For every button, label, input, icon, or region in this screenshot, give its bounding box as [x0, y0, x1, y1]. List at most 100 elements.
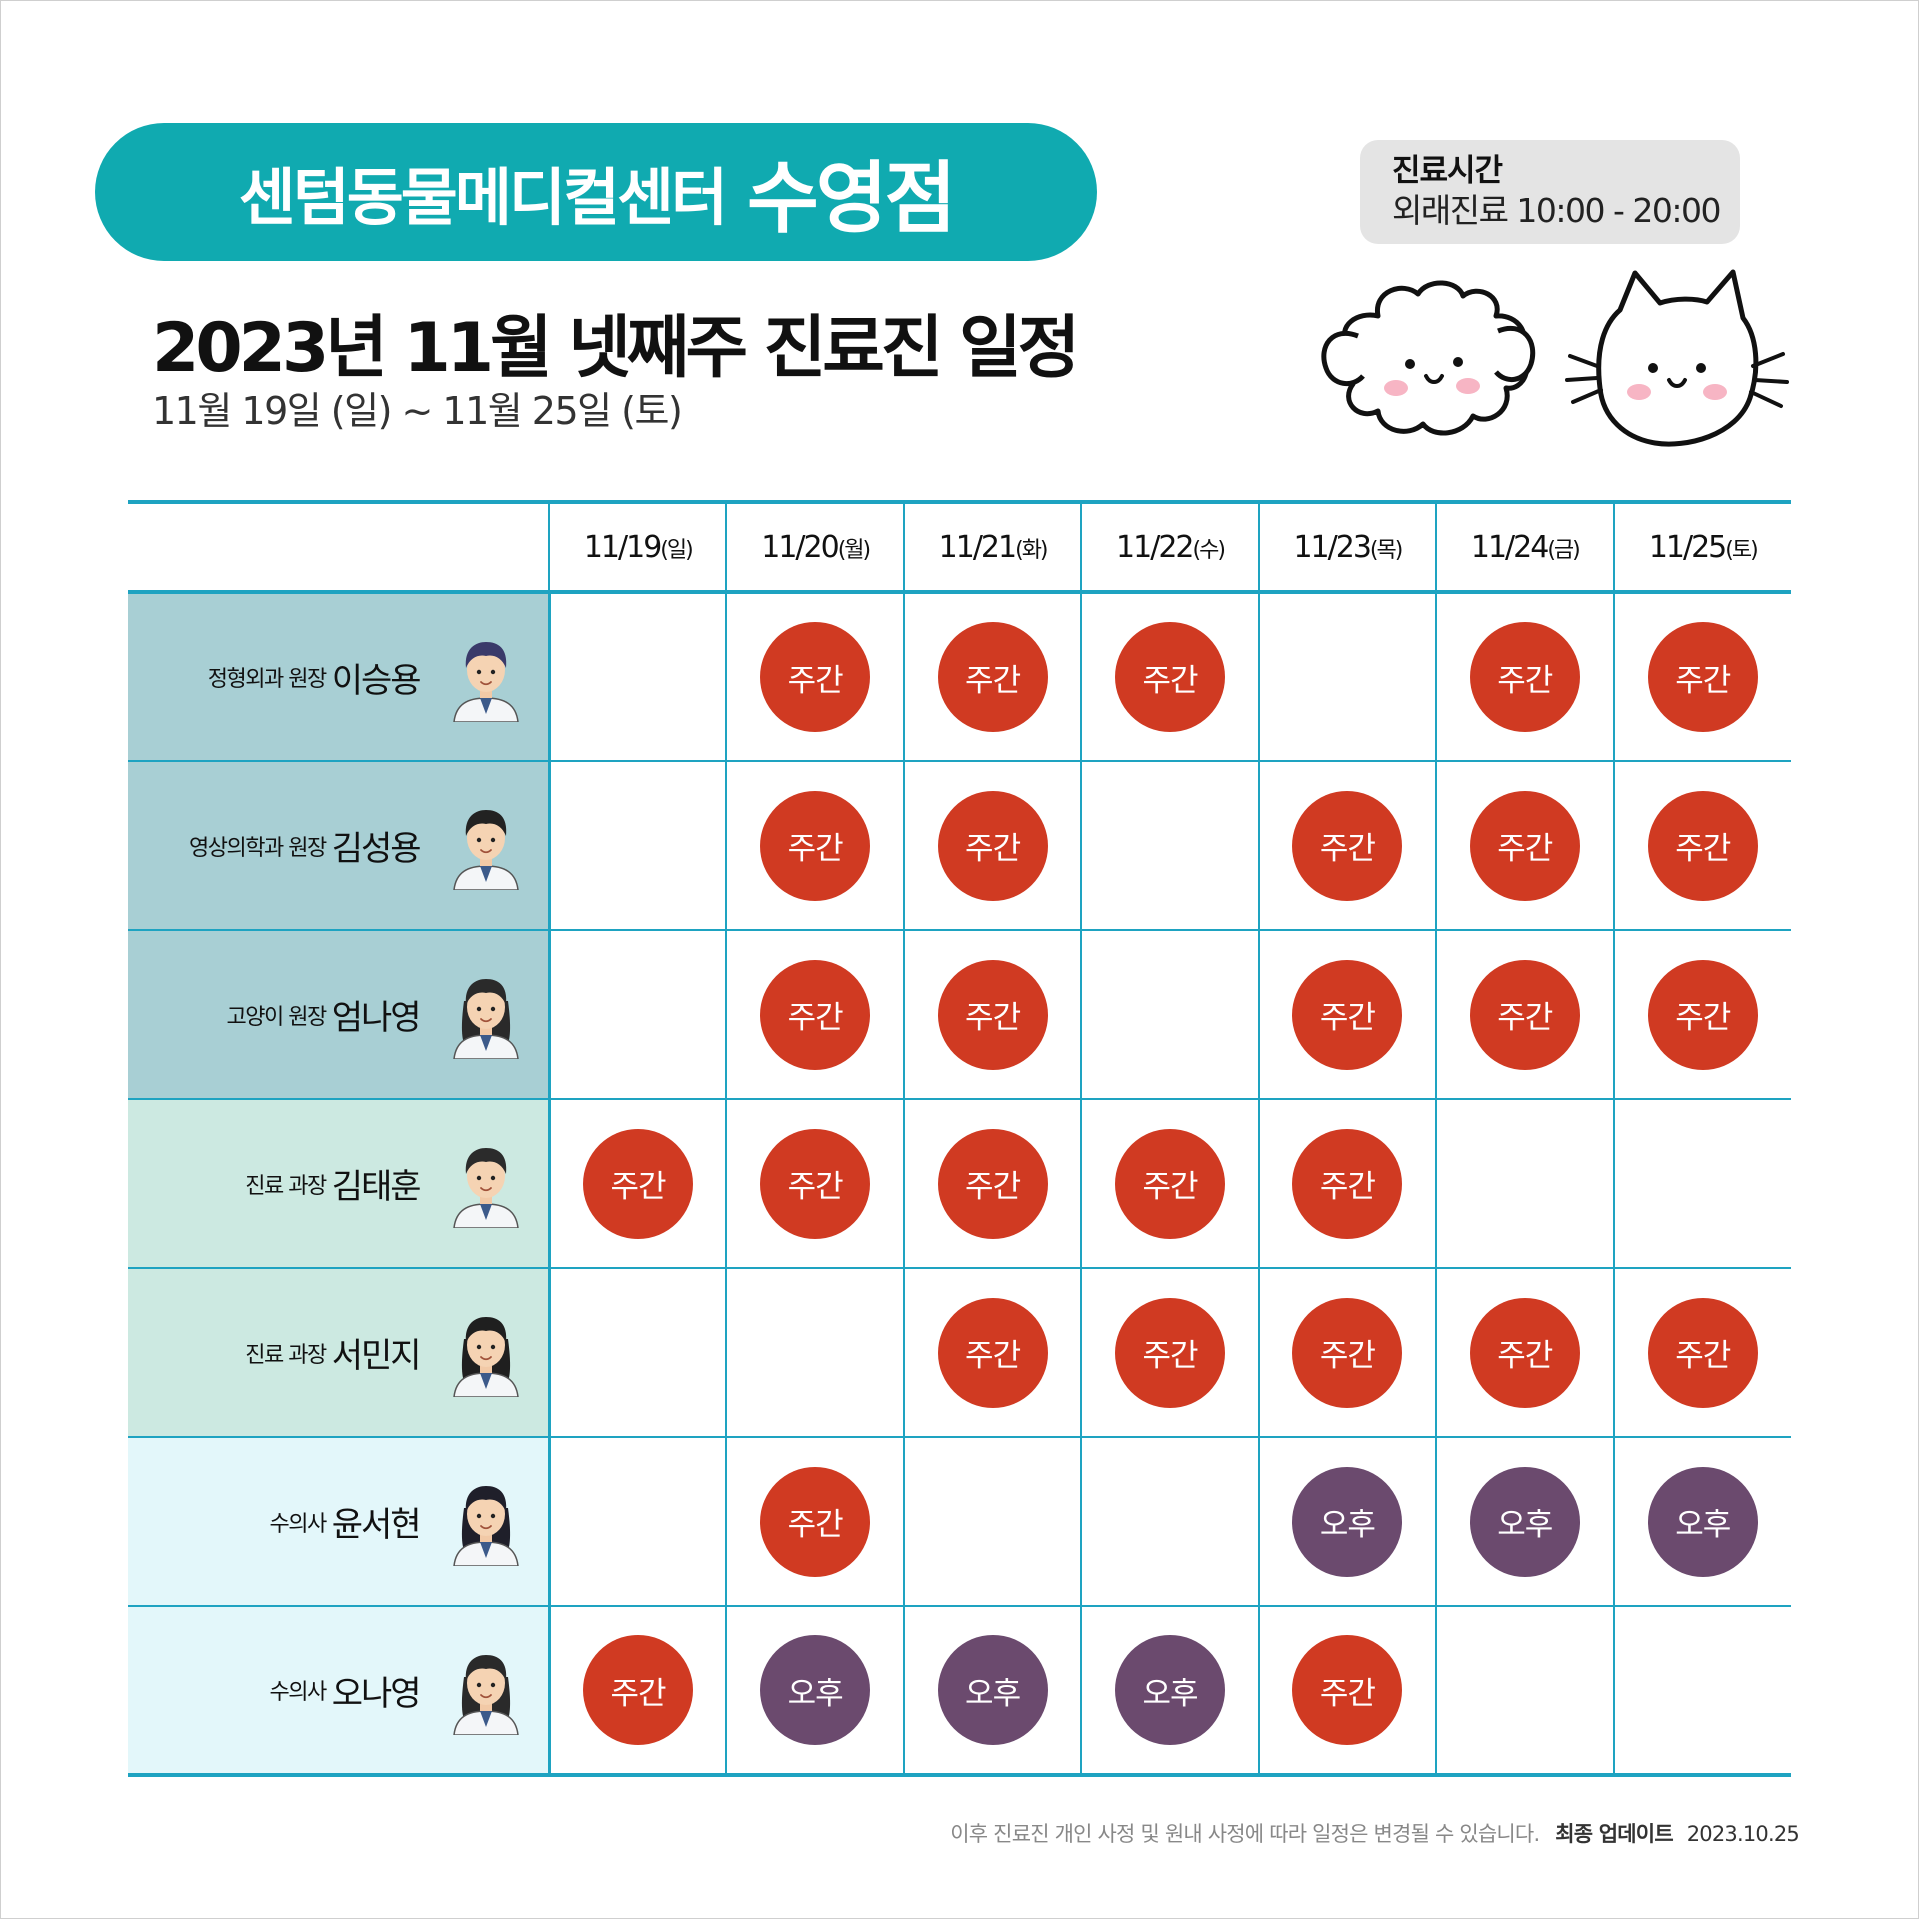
schedule-cell: 오후 — [1612, 1437, 1791, 1607]
schedule-cell: 오후 — [902, 1606, 1082, 1777]
day-of-week: (화) — [1015, 537, 1048, 563]
doctor-role: 진료 과장 — [245, 1173, 327, 1199]
day-shift-badge: 주간 — [1469, 790, 1580, 901]
day-header: 11/22(수) — [1080, 500, 1259, 594]
schedule-cell: 주간 — [902, 592, 1082, 762]
schedule-cell: 오후 — [1257, 1437, 1437, 1607]
schedule-cell — [1612, 1099, 1791, 1269]
schedule-cell: 주간 — [1435, 761, 1614, 931]
day-shift-badge: 주간 — [1469, 1297, 1580, 1408]
doctor-row: 고양이 원장 엄나영 주간 주간 주간 주간 주간 — [128, 930, 1791, 1100]
day-date: 11/24 — [1470, 529, 1549, 565]
clinic-title-banner: 센텀동물메디컬센터 수영점 — [95, 123, 1097, 261]
schedule-cell — [1080, 930, 1259, 1100]
footnote-notice: 이후 진료진 개인 사정 및 원내 사정에 따라 일정은 변경될 수 있습니다. — [950, 1822, 1540, 1846]
schedule-cell: 주간 — [1257, 761, 1437, 931]
doctor-row: 진료 과장 김태훈 주간 주간 주간 주간 주간 — [128, 1099, 1791, 1269]
doctor-label: 수의사 윤서현 — [269, 1438, 421, 1605]
day-shift-badge: 주간 — [937, 1128, 1048, 1239]
day-date: 11/21 — [938, 529, 1017, 565]
doctor-label: 수의사 오나영 — [269, 1607, 421, 1773]
doctor-avatar-icon — [446, 1478, 526, 1567]
day-shift-badge: 주간 — [1292, 959, 1403, 1070]
day-of-week: (수) — [1192, 537, 1226, 563]
doctor-name: 서민지 — [331, 1336, 422, 1376]
doctor-label: 고양이 원장 엄나영 — [227, 931, 422, 1098]
schedule-cell: 주간 — [1612, 1268, 1791, 1438]
day-of-week: (토) — [1725, 537, 1758, 563]
day-header: 11/21(화) — [902, 500, 1082, 594]
doctor-avatar-icon — [446, 634, 526, 723]
day-shift-badge: 주간 — [1292, 790, 1403, 901]
doctor-avatar-icon — [446, 971, 526, 1060]
day-shift-badge: 주간 — [1469, 622, 1580, 732]
dog-illustration-icon — [1321, 280, 1536, 436]
schedule-cell: 주간 — [1257, 1268, 1437, 1438]
schedule-cell: 주간 — [1435, 592, 1614, 762]
day-date: 11/25 — [1648, 529, 1727, 565]
doctor-role: 수의사 — [269, 1511, 327, 1537]
page-title: 2023년 11월 넷째주 진료진 일정 — [152, 309, 1080, 388]
date-range: 11월 19일 (일) ~ 11월 25일 (토) — [152, 389, 683, 433]
doctor-label: 영상의학과 원장 김성용 — [189, 762, 422, 929]
table-header-row: 11/19(일) 11/20(월) 11/21(화) 11/22(수) 11/23(목)… — [128, 500, 1791, 594]
day-shift-badge: 주간 — [760, 1466, 871, 1577]
doctor-cell: 진료 과장 서민지 — [128, 1268, 551, 1438]
day-shift-badge: 주간 — [1114, 1128, 1225, 1239]
day-shift-badge: 주간 — [937, 1297, 1048, 1408]
day-shift-badge: 주간 — [937, 790, 1048, 901]
hours-title: 진료시간 — [1392, 153, 1503, 189]
cat-illustration-icon — [1565, 269, 1789, 447]
day-of-week: (월) — [837, 537, 871, 563]
day-shift-badge: 주간 — [583, 1128, 694, 1239]
schedule-cell: 주간 — [725, 1099, 904, 1269]
doctor-row: 수의사 오나영 주간 오후 오후 오후 주간 — [128, 1606, 1791, 1777]
schedule-cell — [725, 1268, 904, 1438]
day-shift-badge: 주간 — [1647, 959, 1758, 1070]
day-header: 11/23(목) — [1257, 500, 1437, 594]
schedule-cell: 주간 — [725, 592, 904, 762]
schedule-cell: 주간 — [1612, 930, 1791, 1100]
afternoon-shift-badge: 오후 — [937, 1635, 1048, 1745]
doctor-label: 진료 과장 김태훈 — [245, 1100, 422, 1267]
doctor-avatar-icon — [446, 1647, 526, 1736]
day-shift-badge: 주간 — [760, 959, 871, 1070]
doctor-cell: 정형외과 원장 이승용 — [128, 592, 551, 762]
schedule-cell — [1435, 1606, 1614, 1777]
schedule-cell: 주간 — [725, 930, 904, 1100]
hours-body: 외래진료 10:00 - 20:00 — [1392, 191, 1722, 230]
day-date: 11/19 — [583, 529, 662, 565]
doctor-name: 엄나영 — [331, 998, 422, 1038]
footnote: 이후 진료진 개인 사정 및 원내 사정에 따라 일정은 변경될 수 있습니다.… — [950, 1818, 1800, 1848]
day-shift-badge: 주간 — [1114, 1297, 1225, 1408]
doctor-row: 영상의학과 원장 김성용 주간 주간 주간 주간 주간 — [128, 761, 1791, 931]
schedule-cell — [548, 1437, 727, 1607]
schedule-cell — [1612, 1606, 1791, 1777]
day-header: 11/20(월) — [725, 500, 904, 594]
schedule-cell: 주간 — [902, 930, 1082, 1100]
day-shift-badge: 주간 — [1292, 1297, 1403, 1408]
doctor-row: 정형외과 원장 이승용 주간 주간 주간 주간 주간 — [128, 592, 1791, 762]
schedule-cell: 오후 — [1080, 1606, 1259, 1777]
doctor-avatar-icon — [446, 1140, 526, 1229]
doctor-role: 진료 과장 — [245, 1342, 327, 1368]
schedule-cell: 주간 — [548, 1606, 727, 1777]
day-shift-badge: 주간 — [760, 1128, 871, 1239]
clinic-name: 센텀동물메디컬센터 — [238, 161, 728, 234]
schedule-table: 11/19(일) 11/20(월) 11/21(화) 11/22(수) 11/23(목)… — [128, 500, 1791, 1777]
day-shift-badge: 주간 — [1292, 1635, 1403, 1745]
day-shift-badge: 주간 — [1292, 1128, 1403, 1239]
schedule-cell: 주간 — [1080, 592, 1259, 762]
doctor-cell: 수의사 오나영 — [128, 1606, 551, 1777]
afternoon-shift-badge: 오후 — [1647, 1466, 1758, 1577]
doctor-role: 영상의학과 원장 — [189, 835, 327, 861]
day-shift-badge: 주간 — [937, 622, 1048, 732]
doctor-avatar-icon — [446, 1309, 526, 1398]
schedule-cell: 주간 — [1257, 1099, 1437, 1269]
day-shift-badge: 주간 — [1114, 622, 1225, 732]
doctor-name: 김태훈 — [331, 1167, 422, 1207]
schedule-cell — [548, 761, 727, 931]
schedule-cell: 주간 — [548, 1099, 727, 1269]
schedule-cell — [548, 1268, 727, 1438]
afternoon-shift-badge: 오후 — [1469, 1466, 1580, 1577]
